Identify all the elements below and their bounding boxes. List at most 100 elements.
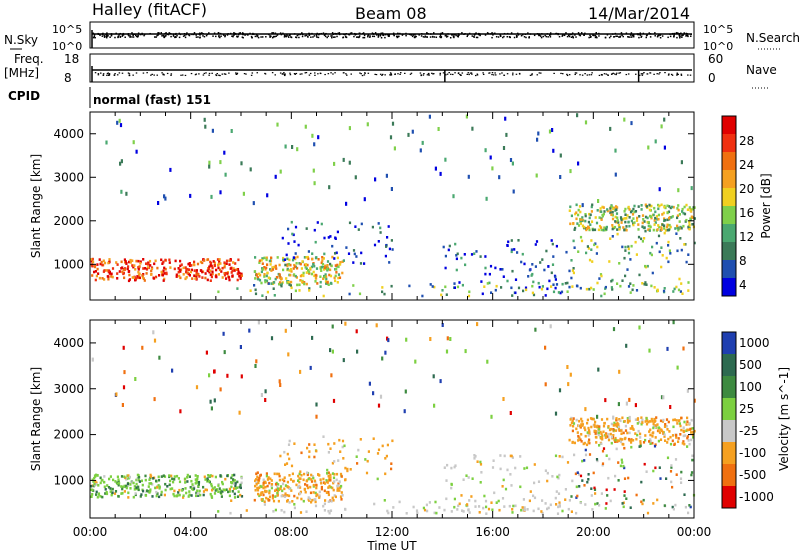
data-cell [421,294,424,298]
data-cell [644,420,647,423]
data-cell [474,505,477,508]
data-cell [456,285,460,289]
data-cell [319,285,322,288]
data-cell [260,270,263,274]
freq-unit: [MHz] [4,66,39,80]
data-cell [168,258,171,262]
nsky-point [212,35,214,37]
data-cell [597,433,600,437]
data-cell [132,481,135,485]
nave-point [619,72,622,74]
data-cell [178,274,181,278]
data-cell [637,223,640,226]
data-cell [595,441,598,444]
data-cell [583,484,586,487]
data-cell [282,258,285,262]
data-cell [584,407,587,412]
data-cell [652,228,655,232]
data-cell [101,263,104,267]
data-cell [493,491,496,495]
data-cell [571,285,574,288]
data-cell [150,269,153,273]
data-cell [567,507,570,511]
data-cell [279,487,282,491]
nsky-point [373,35,376,38]
nave-point [215,74,218,77]
data-cell [677,227,680,230]
data-cell [656,498,659,502]
data-cell [272,510,275,513]
data-cell [414,359,417,364]
data-cell [444,254,447,258]
nsky-point [677,32,679,34]
data-cell [278,282,281,286]
nave-point [404,72,406,74]
data-cell [571,479,574,483]
data-cell [502,397,505,401]
data-cell [531,284,534,288]
data-cell [627,251,631,255]
data-cell [99,495,102,498]
data-cell [587,226,591,230]
data-cell [665,225,669,229]
nave-point [427,72,430,75]
data-cell [455,268,458,272]
nave-point [649,72,651,74]
data-cell [271,494,274,497]
nsky-point [132,36,135,38]
data-cell [385,454,388,458]
data-cell [223,263,226,267]
data-cell [475,250,478,253]
data-cell [675,232,678,235]
data-cell [315,494,318,498]
data-cell [309,365,312,370]
data-cell [320,269,323,272]
data-cell [254,256,257,259]
nsky-point [440,36,442,39]
data-cell [448,244,451,248]
data-cell [484,148,487,153]
data-cell [474,499,477,503]
data-cell [265,490,268,493]
data-cell [580,440,583,443]
data-cell [651,441,654,445]
nsky-point [583,34,585,36]
data-cell [138,272,141,276]
data-cell [616,439,619,442]
data-cell [163,272,166,275]
nsky-point [566,35,569,38]
data-cell [641,221,644,225]
data-cell [646,419,649,423]
data-cell [311,475,314,478]
nave-point [515,73,518,75]
data-cell [691,427,694,430]
data-cell [91,493,94,496]
data-cell [191,487,194,491]
data-cell [651,435,654,438]
nave-point [397,73,399,75]
data-cell [650,417,653,421]
data-cell [240,476,243,480]
nsky-point [549,32,552,34]
nave-point [439,72,442,74]
data-cell [304,266,307,269]
nsky-point [331,36,333,39]
data-cell [624,424,627,428]
data-cell [569,418,572,421]
nave-point [607,74,610,76]
data-cell [209,264,212,267]
data-cell [656,218,659,221]
data-cell [128,270,131,273]
data-cell [604,398,607,403]
data-cell [604,287,607,290]
data-cell [281,482,285,486]
nsky-point [244,34,246,36]
data-cell [628,431,631,435]
data-cell [687,253,690,256]
data-cell [195,278,198,281]
data-cell [135,486,138,489]
data-cell [340,475,343,478]
data-cell [691,458,694,462]
data-cell [610,286,613,289]
data-cell [592,288,595,291]
